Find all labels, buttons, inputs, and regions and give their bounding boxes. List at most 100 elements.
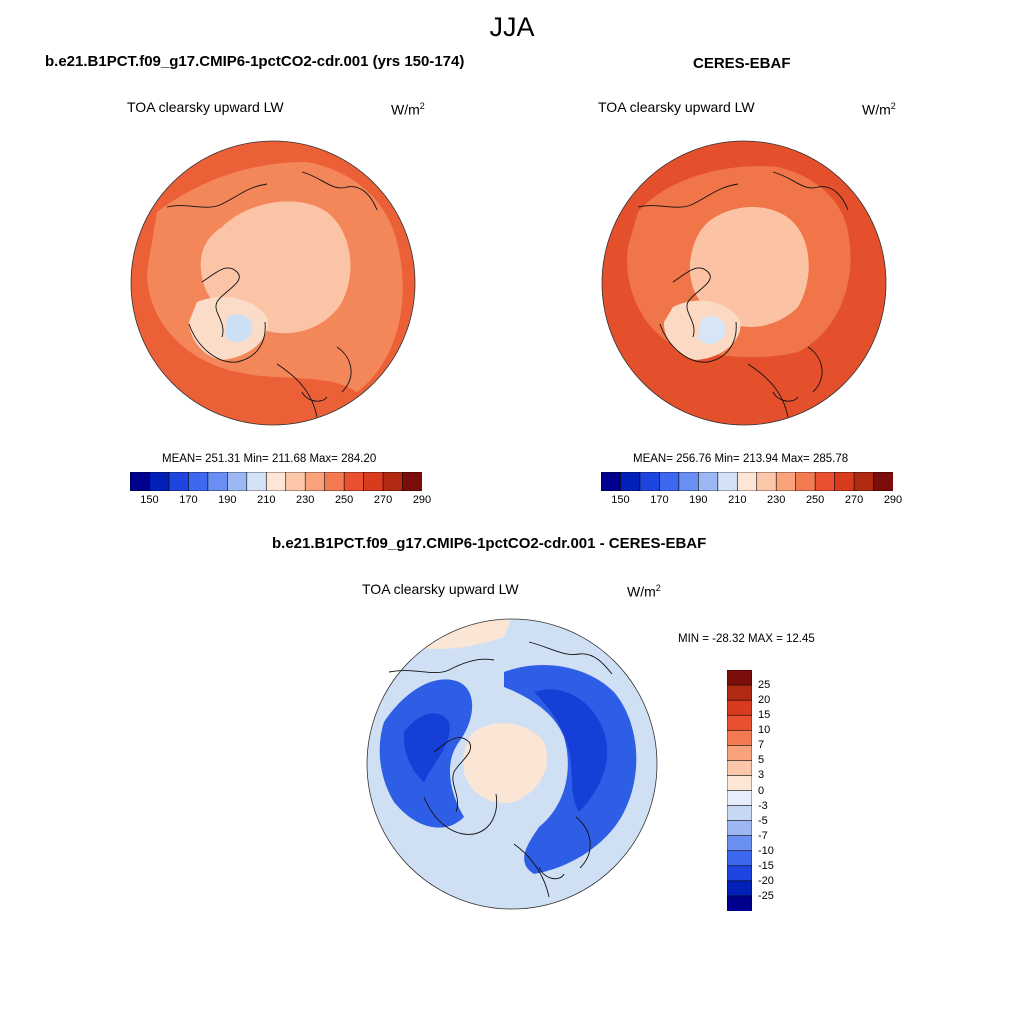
panel-obs-colorbar-ticks: 150 170 190 210 230 250 270 290 (601, 494, 902, 508)
colorbar-tick-label: 270 (373, 494, 393, 506)
colorbar-swatch (698, 472, 719, 491)
colorbar-tick-label: 3 (758, 769, 765, 782)
colorbar-swatch (265, 472, 287, 491)
colorbar-swatch (795, 472, 816, 491)
map-coastlines (637, 171, 849, 418)
colorbar-swatch (659, 472, 680, 491)
colorbar-swatch (727, 714, 752, 731)
colorbar-swatch (402, 472, 422, 491)
colorbar-swatch (727, 850, 752, 867)
panel-diff-stats: MIN = -28.32 MAX = 12.45 (678, 633, 815, 645)
colorbar-tick-label: -7 (758, 829, 768, 842)
colorbar-tick-label: 5 (758, 754, 765, 767)
panel-diff-variable: TOA clearsky upward LW (362, 581, 519, 597)
colorbar-tick-label: 170 (179, 494, 198, 506)
colorbar-tick-label: -5 (758, 814, 768, 827)
colorbar-swatch (814, 472, 836, 491)
colorbar-swatch (853, 472, 875, 491)
colorbar-swatch (130, 472, 151, 491)
colorbar-tick-label: 150 (140, 494, 159, 506)
panel-diff-units: W/m2 (627, 583, 661, 600)
colorbar-swatch (834, 472, 855, 491)
colorbar-swatch (227, 472, 248, 491)
panel-diff-colorbar (727, 670, 752, 911)
colorbar-swatch (620, 472, 641, 491)
panel-diff-title: b.e21.B1PCT.f09_g17.CMIP6-1pctCO2-cdr.00… (272, 535, 707, 552)
colorbar-swatch (639, 472, 661, 491)
colorbar-swatch (678, 472, 699, 491)
colorbar-swatch (727, 835, 752, 852)
colorbar-tick-label: 15 (758, 709, 771, 722)
panel-model-units: W/m2 (391, 101, 425, 118)
colorbar-tick-label: 290 (883, 494, 903, 506)
colorbar-tick-label: -15 (758, 859, 774, 872)
colorbar-tick-label: 7 (758, 739, 765, 752)
colorbar-swatch (382, 472, 404, 491)
colorbar-tick-label: 230 (767, 494, 786, 506)
panel-model-variable: TOA clearsky upward LW (127, 99, 284, 115)
colorbar-tick-label: 150 (611, 494, 630, 506)
colorbar-tick-label: 10 (758, 724, 771, 737)
panel-model-map (130, 140, 416, 426)
colorbar-swatch (727, 880, 752, 897)
colorbar-tick-label: 270 (844, 494, 864, 506)
colorbar-tick-label: 230 (296, 494, 315, 506)
colorbar-swatch (285, 472, 306, 491)
colorbar-swatch (727, 745, 752, 761)
colorbar-swatch (168, 472, 190, 491)
map-field-inner (689, 207, 809, 327)
panel-model-colorbar (130, 472, 422, 491)
panel-model-title: b.e21.B1PCT.f09_g17.CMIP6-1pctCO2-cdr.00… (45, 53, 465, 70)
panel-model-colorbar-ticks: 150 170 190 210 230 250 270 290 (130, 494, 431, 508)
colorbar-tick-label: 20 (758, 694, 771, 707)
colorbar-swatch (727, 760, 752, 777)
map-field-negative-deep (534, 689, 608, 812)
panel-diff-colorbar-ticks: 25 20 15 10 7 5 3 0 -3 -5 -7 -10 -15 -20 -25 (758, 676, 798, 906)
panel-obs-title: CERES-EBAF (693, 55, 791, 72)
colorbar-swatch (736, 472, 758, 491)
panel-model-stats: MEAN= 251.31 Min= 211.68 Max= 284.20 (162, 453, 377, 465)
colorbar-swatch (207, 472, 228, 491)
colorbar-swatch (727, 775, 752, 792)
colorbar-tick-label: 210 (257, 494, 276, 506)
colorbar-swatch (727, 820, 752, 837)
colorbar-swatch (343, 472, 365, 491)
figure-title: JJA (489, 12, 535, 42)
colorbar-swatch (149, 472, 170, 491)
colorbar-tick-label: -3 (758, 799, 768, 812)
colorbar-swatch (246, 472, 267, 491)
colorbar-swatch (727, 699, 752, 716)
map-coastlines (166, 171, 378, 418)
colorbar-tick-label: 25 (758, 679, 771, 692)
panel-obs-map (601, 140, 887, 426)
colorbar-swatch (717, 472, 738, 491)
colorbar-tick-label: -25 (758, 889, 774, 902)
colorbar-swatch (324, 472, 345, 491)
colorbar-swatch (363, 472, 384, 491)
colorbar-tick-label: 250 (334, 494, 354, 506)
panel-obs-stats: MEAN= 256.76 Min= 213.94 Max= 285.78 (633, 453, 849, 465)
colorbar-swatch (756, 472, 777, 491)
colorbar-swatch (727, 790, 752, 807)
colorbar-tick-label: 190 (218, 494, 237, 506)
panel-obs-units: W/m2 (862, 101, 896, 118)
colorbar-tick-label: 250 (805, 494, 825, 506)
colorbar-tick-label: 170 (650, 494, 669, 506)
map-field-positive-center (463, 723, 548, 803)
colorbar-swatch (727, 805, 752, 822)
panel-obs-colorbar (601, 472, 893, 491)
map-coastlines (388, 641, 613, 898)
colorbar-tick-label: 0 (758, 784, 765, 797)
colorbar-swatch (727, 865, 752, 882)
colorbar-swatch (601, 472, 622, 491)
panel-diff-map (366, 618, 658, 910)
colorbar-swatch (727, 895, 752, 911)
colorbar-swatch (873, 472, 893, 491)
colorbar-swatch (775, 472, 797, 491)
colorbar-tick-label: 210 (728, 494, 747, 506)
colorbar-tick-label: -20 (758, 874, 774, 887)
panel-obs-variable: TOA clearsky upward LW (598, 99, 755, 115)
colorbar-swatch (727, 729, 752, 746)
colorbar-tick-label: 190 (689, 494, 708, 506)
colorbar-tick-label: -10 (758, 844, 774, 857)
